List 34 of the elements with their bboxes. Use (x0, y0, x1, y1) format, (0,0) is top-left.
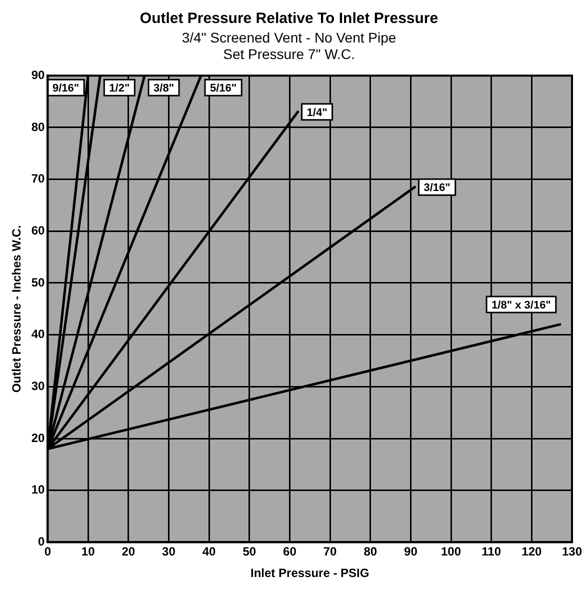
y-tick-label: 30 (31, 378, 46, 393)
y-tick-label: 50 (31, 275, 46, 290)
chart-title: Outlet Pressure Relative To Inlet Pressure (140, 10, 438, 28)
x-tick-label: 70 (323, 544, 338, 559)
x-tick-label: 120 (522, 544, 542, 559)
y-axis-title: Outlet Pressure - Inches W.C. (10, 225, 24, 393)
y-tick-label: 40 (31, 327, 46, 342)
x-axis-title: Inlet Pressure - PSIG (250, 566, 370, 580)
x-tick-label: 60 (283, 544, 297, 559)
x-tick-label: 100 (441, 544, 462, 559)
series-label: 1/4" (306, 106, 328, 119)
x-tick-label: 80 (364, 544, 378, 559)
y-tick-label: 20 (31, 430, 46, 445)
y-tick-label: 70 (31, 172, 46, 186)
x-tick-label: 30 (162, 544, 176, 559)
series-label: 5/16" (210, 82, 237, 95)
x-tick-label: 90 (404, 544, 418, 559)
x-tick-label: 20 (122, 544, 136, 559)
x-tick-label: 130 (562, 544, 582, 559)
legend-label: 1/2" (109, 82, 130, 95)
x-tick-label: 40 (202, 544, 216, 559)
y-tick-label: 80 (31, 120, 46, 134)
legend-label: 3/8" (154, 82, 174, 95)
y-tick-label: 60 (31, 223, 46, 238)
chart-subtitle: 3/4" Screened Vent - No Vent Pipe Set Pressure 7" W.C. (182, 29, 396, 62)
y-tick-label: 10 (31, 482, 46, 497)
x-tick-label: 110 (482, 544, 502, 559)
series-label: 3/16" (424, 182, 450, 194)
x-tick-label: 10 (81, 544, 96, 559)
y-tick-label: 0 (38, 534, 46, 549)
x-tick-label: 50 (242, 544, 256, 559)
y-tick-label: 90 (31, 68, 46, 82)
series-label: 1/8" x 3/16" (492, 299, 551, 312)
series-label: 9/16" (52, 82, 80, 95)
